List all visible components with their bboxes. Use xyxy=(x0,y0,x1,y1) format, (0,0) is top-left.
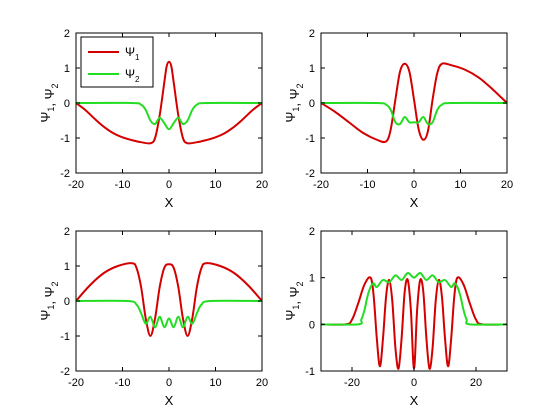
x-tick-label: 0 xyxy=(166,179,172,191)
x-tick-label: 20 xyxy=(470,377,482,389)
legend-label-psi1: Ψ1 xyxy=(125,45,140,62)
x-tick-label: -20 xyxy=(68,377,84,389)
x-tick-label: -20 xyxy=(68,179,84,191)
x-tick-label: 10 xyxy=(209,179,221,191)
y-tick-label: -2 xyxy=(305,168,315,180)
series-line-psi1 xyxy=(321,62,507,144)
y-axis-label: Ψ1, Ψ2 xyxy=(38,281,60,320)
x-tick-label: -10 xyxy=(115,377,131,389)
series-line-psi2 xyxy=(76,101,262,131)
x-tick-label: 10 xyxy=(209,377,221,389)
y-tick-label: -1 xyxy=(305,133,315,145)
y-tick-label: 2 xyxy=(64,28,70,40)
x-tick-label: -10 xyxy=(360,179,376,191)
x-tick-label: 10 xyxy=(454,179,466,191)
y-axis-label: Ψ1, Ψ2 xyxy=(38,83,60,122)
y-tick-label: -2 xyxy=(60,168,70,180)
y-tick-label: 2 xyxy=(309,28,315,40)
x-tick-label: 20 xyxy=(501,179,513,191)
y-tick-label: -1 xyxy=(60,133,70,145)
y-tick-label: 0 xyxy=(64,296,70,308)
y-tick-label: -1 xyxy=(60,331,70,343)
series-line-psi1 xyxy=(76,60,262,145)
y-tick-label: 1 xyxy=(64,63,70,75)
legend-label-psi2: Ψ2 xyxy=(125,67,140,84)
y-tick-label: 1 xyxy=(309,63,315,75)
x-axis-label: X xyxy=(165,393,174,408)
series-line-psi2 xyxy=(321,101,507,126)
y-tick-label: 0 xyxy=(309,98,315,110)
y-tick-label: -1 xyxy=(305,366,315,378)
y-axis-label: Ψ1, Ψ2 xyxy=(283,281,305,320)
y-tick-label: 1 xyxy=(64,261,70,273)
subplot-4: -20 0 20 -1 0 1 2 X Ψ1, Ψ2 xyxy=(283,226,508,408)
y-tick-label: 0 xyxy=(64,98,70,110)
x-axis-label: X xyxy=(410,393,419,408)
y-tick-label: 2 xyxy=(64,226,70,238)
x-tick-label: 0 xyxy=(411,179,417,191)
x-axis-label: X xyxy=(410,195,419,210)
y-tick-label: 0 xyxy=(309,319,315,331)
x-tick-label: -20 xyxy=(313,179,329,191)
y-tick-label: -2 xyxy=(60,366,70,378)
x-tick-label: 0 xyxy=(166,377,172,389)
series-line-psi1 xyxy=(76,262,262,337)
plot-area xyxy=(321,231,507,371)
y-axis-label: Ψ1, Ψ2 xyxy=(283,83,305,122)
x-tick-label: 20 xyxy=(256,377,268,389)
y-tick-label: 1 xyxy=(309,273,315,285)
series-line-psi2 xyxy=(321,272,507,326)
y-tick-label: 2 xyxy=(309,226,315,238)
legend-box xyxy=(80,36,154,88)
x-axis-label: X xyxy=(165,195,174,210)
x-tick-label: -10 xyxy=(115,179,131,191)
series-line-psi2 xyxy=(76,299,262,329)
x-tick-label: -20 xyxy=(344,377,360,389)
x-tick-label: 0 xyxy=(411,377,417,389)
x-tick-label: 20 xyxy=(256,179,268,191)
